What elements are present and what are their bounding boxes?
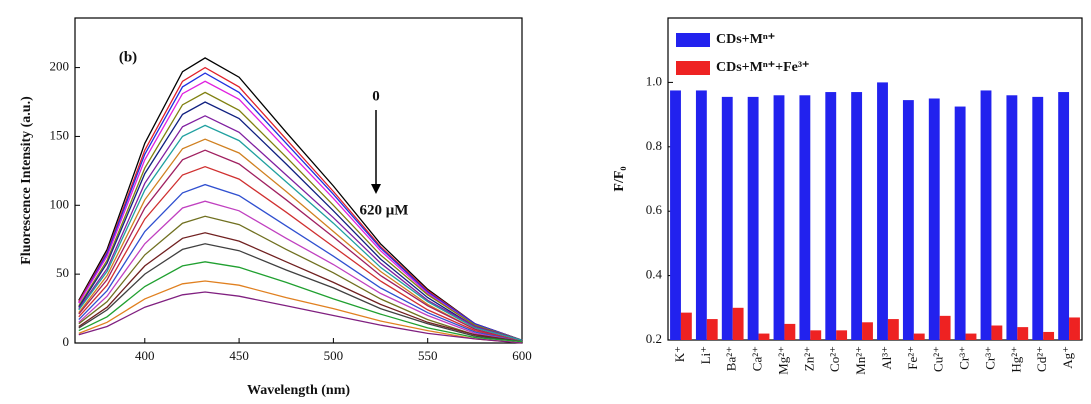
line-series (78, 200, 523, 343)
line-series (78, 80, 523, 341)
bar (965, 333, 977, 340)
plot-frame (667, 17, 1083, 341)
line-series (78, 183, 523, 343)
bar (747, 96, 759, 340)
x-tick-label: Hg²⁺ (1008, 346, 1023, 373)
panel-label: (b) (119, 49, 137, 65)
bar (732, 307, 744, 340)
y-tick-label: 0.6 (646, 202, 663, 217)
bar (902, 100, 914, 340)
legend-swatch (676, 33, 710, 47)
bar (836, 330, 848, 340)
bar (1069, 317, 1080, 340)
x-tick-label: Li⁺ (698, 346, 713, 364)
y-axis-title: Fluorescence Intensity (a.u.) (19, 96, 34, 265)
bar (1017, 327, 1029, 340)
annotation: 0 (372, 88, 380, 104)
line-series (78, 138, 523, 343)
y-tick-label: 0.2 (646, 331, 662, 346)
bar (954, 106, 966, 340)
line-series (78, 124, 523, 341)
bar (810, 330, 822, 340)
x-tick-label: Cu²⁺ (931, 346, 946, 372)
plot-frame (74, 17, 523, 344)
bar (680, 312, 692, 340)
bar (1006, 95, 1018, 340)
y-tick-label: 50 (56, 265, 69, 280)
x-axis-title: Wavelength (nm) (247, 383, 350, 398)
bar (1058, 92, 1070, 340)
legend-label: CDs+Mⁿ⁺ (716, 32, 775, 47)
bar (695, 90, 707, 340)
bar (721, 96, 733, 340)
x-tick-label: Zn²⁺ (801, 346, 816, 371)
bar (991, 325, 1003, 340)
bar (851, 92, 863, 340)
line-series (78, 166, 523, 343)
line-series (78, 243, 523, 343)
x-tick-label: 600 (512, 348, 532, 363)
y-tick-label: 0.4 (646, 267, 663, 282)
bar (825, 92, 837, 340)
x-tick-label: Cr³⁺ (982, 346, 997, 370)
x-tick-label: Mg²⁺ (775, 346, 790, 375)
x-tick-label: 400 (135, 348, 155, 363)
y-tick-label: 150 (50, 127, 70, 142)
bar (773, 95, 785, 340)
line-series (78, 149, 523, 343)
bar (913, 333, 925, 340)
bar (980, 90, 992, 340)
bar (758, 333, 770, 340)
bar (877, 82, 888, 341)
x-tick-label: Ba²⁺ (724, 346, 739, 371)
y-tick-label: 100 (50, 196, 70, 211)
bar (887, 319, 899, 340)
x-tick-label: Ca²⁺ (750, 346, 765, 371)
legend-label: CDs+Mⁿ⁺+Fe³⁺ (716, 60, 809, 75)
y-axis-title: F/F₀ (612, 166, 627, 191)
x-tick-label: 500 (324, 348, 344, 363)
x-tick-label: Cd²⁺ (1034, 346, 1049, 372)
x-tick-label: Mn²⁺ (853, 346, 868, 375)
y-tick-label: 0 (63, 334, 70, 349)
x-tick-label: K⁺ (672, 346, 687, 362)
legend-swatch (676, 61, 710, 75)
bar (799, 95, 811, 340)
line-series (78, 72, 523, 341)
line-series (78, 91, 523, 341)
line-series (78, 57, 523, 341)
x-tick-label: Al³⁺ (879, 346, 894, 370)
line-series (78, 115, 523, 341)
line-series (78, 291, 523, 344)
annotation: 620 μM (360, 202, 409, 218)
bar (784, 323, 796, 340)
bar (862, 322, 873, 340)
arrow-head (371, 184, 381, 194)
x-tick-label: 450 (229, 348, 249, 363)
x-tick-label: Cr³⁺ (957, 346, 972, 370)
bar (1043, 331, 1055, 340)
y-tick-label: 0.8 (646, 138, 662, 153)
x-tick-label: Ag⁺ (1060, 346, 1075, 369)
y-tick-label: 1.0 (646, 73, 662, 88)
bar (1032, 96, 1044, 340)
y-tick-label: 200 (50, 59, 70, 74)
line-series (78, 66, 523, 341)
line-series (78, 232, 523, 343)
line-series (78, 280, 523, 344)
line-series (78, 101, 523, 341)
bar (706, 319, 718, 340)
bar (928, 98, 940, 340)
bar (670, 90, 681, 340)
line-series (78, 261, 523, 343)
bar (939, 315, 951, 340)
x-tick-label: Co²⁺ (827, 346, 842, 372)
x-tick-label: 550 (418, 348, 438, 363)
x-tick-label: Fe²⁺ (905, 346, 920, 370)
line-series (78, 215, 523, 343)
